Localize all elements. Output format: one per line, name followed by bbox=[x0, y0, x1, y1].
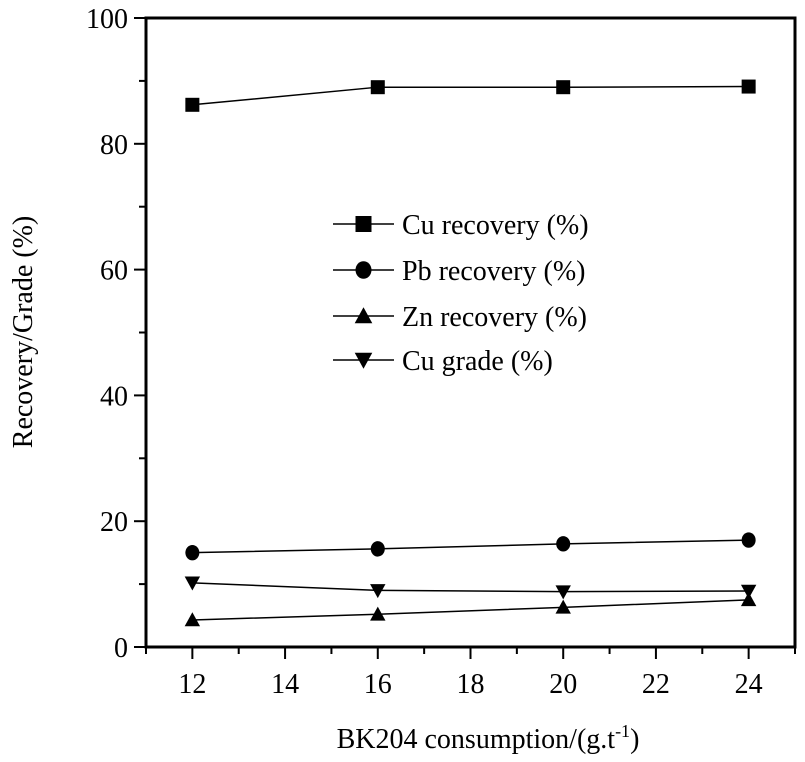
x-tick-label: 18 bbox=[457, 669, 485, 700]
series-line bbox=[192, 539, 749, 554]
y-tick-label: 20 bbox=[100, 507, 128, 538]
legend: Cu recovery (%) Pb recovery (%) Zn recover… bbox=[333, 210, 589, 377]
data-point bbox=[370, 541, 385, 557]
legend-entry: Zn recovery (%) bbox=[333, 302, 587, 333]
data-point bbox=[555, 585, 571, 600]
y-tick-label: 80 bbox=[100, 130, 128, 161]
legend-marker bbox=[354, 352, 373, 369]
x-tick-label: 20 bbox=[549, 669, 577, 700]
data-point bbox=[555, 599, 571, 614]
series-2 bbox=[185, 532, 756, 561]
legend-entry: Pb recovery (%) bbox=[333, 256, 585, 287]
data-point bbox=[556, 80, 571, 95]
legend-label: Zn recovery (%) bbox=[402, 302, 587, 333]
data-point bbox=[556, 536, 571, 552]
data-point bbox=[184, 612, 201, 627]
series-1 bbox=[185, 79, 756, 112]
series-line bbox=[192, 599, 749, 621]
legend-label: Cu grade (%) bbox=[402, 346, 553, 377]
series-4 bbox=[184, 576, 757, 600]
series-3 bbox=[184, 592, 757, 627]
y-axis-label: Recovery/Grade (%) bbox=[8, 216, 39, 448]
data-point bbox=[740, 584, 757, 599]
data-point bbox=[370, 606, 386, 621]
data-point bbox=[185, 544, 200, 561]
data-point bbox=[185, 97, 200, 112]
y-tick-label: 0 bbox=[114, 633, 128, 664]
x-tick-label: 12 bbox=[178, 669, 206, 700]
x-tick-label: 24 bbox=[735, 669, 763, 700]
legend-entry: Cu grade (%) bbox=[333, 346, 553, 377]
x-axis: 12 14 16 18 20 22 24 bbox=[145, 647, 796, 700]
legend-marker bbox=[354, 307, 373, 324]
x-tick-label: 16 bbox=[364, 669, 392, 700]
data-point bbox=[370, 80, 385, 95]
x-tick-label: 22 bbox=[642, 669, 670, 700]
legend-marker bbox=[355, 261, 372, 279]
data-point bbox=[741, 79, 756, 94]
data-point bbox=[370, 584, 386, 599]
y-tick-label: 40 bbox=[100, 381, 128, 412]
series-layer bbox=[184, 79, 757, 627]
data-point bbox=[740, 592, 757, 607]
legend-entry: Cu recovery (%) bbox=[333, 210, 589, 241]
data-point bbox=[184, 576, 201, 591]
legend-marker bbox=[355, 216, 372, 232]
legend-label: Cu recovery (%) bbox=[402, 210, 589, 241]
y-axis: 0 20 40 60 80 100 bbox=[86, 4, 146, 664]
x-axis-label: BK204 consumption/(g.t-1) bbox=[337, 721, 640, 755]
y-tick-label: 60 bbox=[100, 256, 128, 287]
data-point bbox=[741, 532, 756, 548]
x-tick-label: 14 bbox=[271, 669, 299, 700]
legend-label: Pb recovery (%) bbox=[402, 256, 585, 287]
series-line bbox=[192, 85, 749, 106]
series-line bbox=[192, 582, 749, 593]
y-tick-label: 100 bbox=[86, 4, 128, 35]
